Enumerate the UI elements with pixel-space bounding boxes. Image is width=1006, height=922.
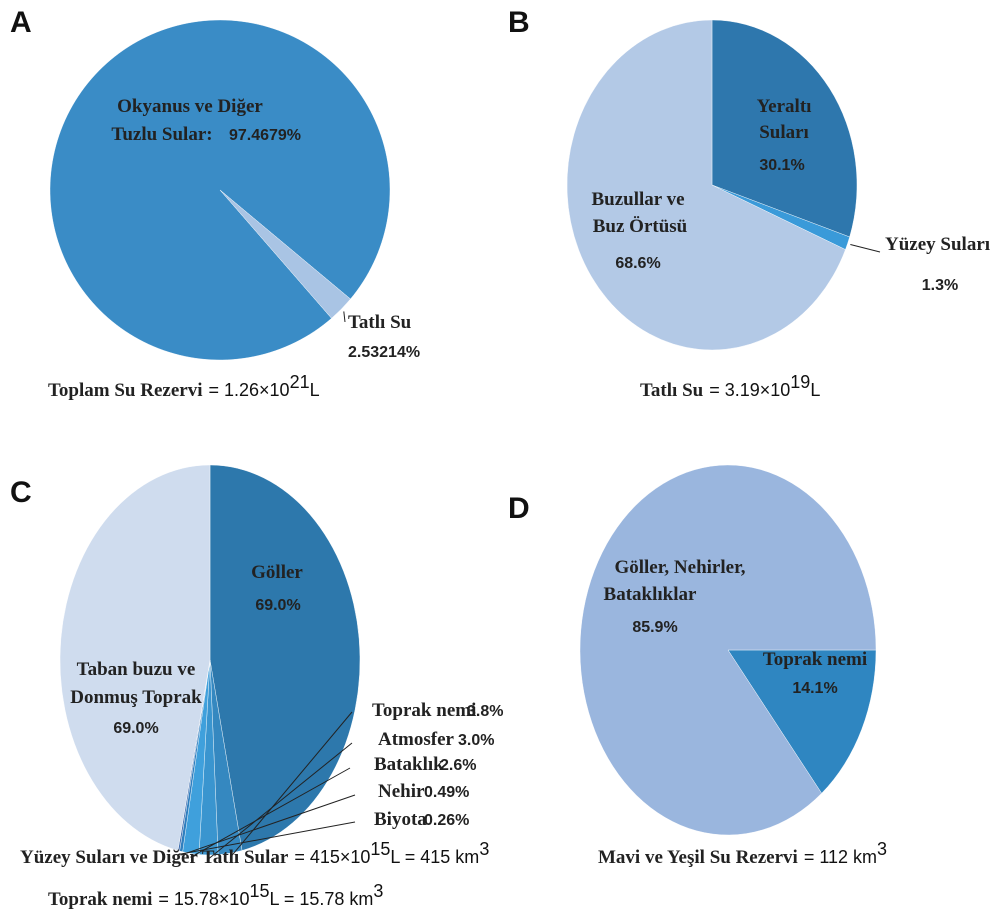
footer-text: Toplam Su Rezervi = 1.26×1021L: [48, 372, 320, 401]
slice-label: Yeraltı: [757, 96, 812, 117]
value-label: 69.0%: [113, 720, 158, 737]
footer-text: Toprak nemi = 15.78×1015L = 15.78 km3: [48, 881, 383, 910]
footer-value: L: [310, 380, 320, 400]
footer-value: = 15.78×10: [158, 889, 249, 909]
slice-label: Bataklıklar: [604, 584, 697, 605]
footer-value: L: [810, 380, 820, 400]
footer-superscript: 19: [790, 372, 810, 392]
value-label: 0.49%: [424, 784, 469, 801]
value-label: 3.8%: [467, 703, 503, 720]
pie-slice: [579, 464, 877, 836]
footer-superscript: 3: [479, 839, 489, 859]
panel-letter: D: [508, 492, 530, 525]
footer-label: Toprak nemi: [48, 889, 152, 910]
value-label: 1.3%: [922, 277, 958, 294]
pie-slice: [727, 649, 877, 794]
footer-superscript: 3: [877, 839, 887, 859]
slice-label: Suları: [759, 122, 809, 143]
value-label: 14.1%: [792, 680, 837, 697]
value-label: 2.6%: [440, 757, 476, 774]
slice-label: Nehir: [378, 781, 425, 802]
slice-label: Yüzey Suları: [885, 234, 990, 255]
footer-superscript: 21: [290, 372, 310, 392]
footer-superscript: 15: [249, 881, 269, 901]
leader-line: [208, 742, 353, 860]
footer-value: = 112 km: [804, 847, 877, 867]
value-label: 68.6%: [615, 255, 660, 272]
slice-label: Toprak nemi: [372, 700, 476, 721]
footer-value: L = 15.78 km: [269, 889, 373, 909]
value-label: 69.0%: [255, 597, 300, 614]
footer-value: L = 415 km: [390, 847, 479, 867]
value-label: 0.26%: [424, 812, 469, 829]
slice-label: Tuzlu Sular:: [111, 124, 212, 145]
pie-slice: [219, 189, 351, 319]
value-label: 3.0%: [458, 732, 494, 749]
pie-slice: [209, 464, 361, 851]
panel-letter: A: [10, 6, 32, 39]
footer-superscript: 15: [370, 839, 390, 859]
footer-text: Yüzey Suları ve Diğer Tatlı Sular = 415×1…: [20, 839, 489, 868]
footer-label: Tatlı Su: [640, 380, 704, 401]
panel-letter: B: [508, 6, 530, 39]
footer-label: Mavi ve Yeşil Su Rezervi: [598, 847, 798, 868]
footer-value: = 3.19×10: [709, 380, 790, 400]
footer-text: Mavi ve Yeşil Su Rezervi = 112 km3: [598, 839, 887, 868]
leader-line: [178, 821, 356, 856]
leader-line: [343, 311, 346, 323]
footer-superscript: 3: [373, 881, 383, 901]
slice-label: Buzullar ve: [591, 189, 684, 210]
slice-label: Donmuş Toprak: [70, 687, 202, 708]
pie-slice: [566, 19, 846, 351]
leader-line: [180, 794, 356, 856]
leader-line: [850, 244, 881, 253]
footer-value: = 1.26×10: [208, 380, 289, 400]
slice-label: Biyota: [374, 809, 427, 830]
footer-label: Yüzey Suları ve Diğer Tatlı Sular: [20, 847, 289, 868]
value-label: 2.53214%: [348, 344, 420, 361]
pie-slice: [59, 464, 211, 851]
value-label: 97.4679%: [229, 127, 301, 144]
slice-label: Tatlı Su: [348, 312, 412, 333]
slice-label: Göller, Nehirler,: [614, 557, 745, 578]
footer-label: Toplam Su Rezervi: [48, 380, 202, 401]
slice-label: Taban buzu ve: [77, 659, 196, 680]
value-label: 85.9%: [632, 619, 677, 636]
footer-value: = 415×10: [294, 847, 370, 867]
leader-line: [230, 711, 353, 858]
slice-label: Göller: [251, 562, 303, 583]
pie-slice: [711, 19, 858, 238]
footer-text: Tatlı Su = 3.19×1019L: [640, 372, 820, 401]
panel-letter: C: [10, 476, 32, 509]
slice-label: Buz Örtüsü: [593, 216, 688, 237]
value-label: 30.1%: [759, 157, 804, 174]
slice-label: Atmosfer: [378, 729, 455, 750]
slice-label: Toprak nemi: [763, 649, 867, 670]
slice-label: Bataklık: [374, 754, 444, 775]
slice-label: Okyanus ve Diğer: [117, 96, 263, 117]
